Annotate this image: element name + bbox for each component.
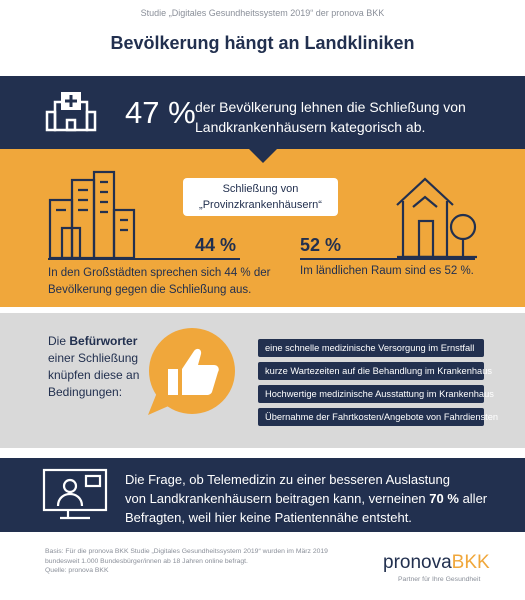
text-line: der Bevölkerung lehnen die Schließung vo… — [195, 99, 466, 115]
text-line: Bedingungen: — [48, 385, 123, 399]
headline-text: der Bevölkerung lehnen die Schließung vo… — [195, 97, 466, 137]
title: Bevölkerung hängt an Landkliniken — [110, 33, 415, 53]
monitor-icon — [42, 468, 108, 520]
source-line: Basis: Für die pronova BKK Studie „Digit… — [45, 548, 328, 555]
notch — [249, 149, 277, 163]
text-line: einer Schließung — [48, 351, 139, 365]
city-icon — [48, 170, 136, 260]
underline — [48, 258, 240, 260]
text-line: Bevölkerung gegen die Schließung aus. — [48, 284, 252, 296]
headline-value: 47 % — [125, 95, 196, 130]
underline — [300, 258, 475, 260]
text-line: knüpfen diese an — [48, 368, 140, 382]
city-text: In den Großstädten sprechen sich 44 % de… — [48, 265, 270, 299]
telemedicine-text: Die Frage, ob Telemedizin zu einer besse… — [125, 470, 487, 527]
tagline: Partner für Ihre Gesundheit — [398, 576, 481, 583]
comparison-band — [0, 149, 525, 307]
source: Basis: Für die pronova BKK Studie „Digit… — [45, 547, 328, 576]
label-line: Schließung von — [222, 183, 299, 195]
text-line: von Landkrankenhäusern beitragen kann, v… — [125, 489, 487, 508]
subtitle: Studie „Digitales Gesundheitssystem 2019… — [140, 8, 385, 18]
condition-item: Übernahme der Fahrtkosten/Angebote von F… — [258, 408, 498, 426]
source-line: bundesweit 1.000 Bundesbürger/innen ab 1… — [45, 557, 248, 565]
thumbs-up-icon — [148, 328, 235, 415]
logo-text: pronova — [383, 552, 452, 573]
condition-item: Hochwertige medizinische Ausstattung im … — [258, 385, 494, 403]
logo-text: BKK — [451, 552, 490, 573]
condition-item: eine schnelle medizinische Versorgung im… — [258, 339, 484, 357]
logo: pronovaBKK — [383, 552, 490, 574]
text-line: In den Großstädten sprechen sich 44 % de… — [48, 267, 271, 279]
source-line: Quelle: pronova BKK — [45, 567, 109, 574]
city-value: 44 % — [195, 235, 237, 255]
text: Die — [48, 334, 67, 348]
bold-text: 70 % — [429, 491, 459, 506]
conditions-intro: Die Befürworter einer Schließung knüpfen… — [48, 333, 139, 401]
text-line: Die Befürworter — [48, 333, 139, 350]
hospital-icon — [45, 92, 97, 132]
text: von Landkrankenhäusern beitragen kann, v… — [125, 491, 426, 506]
label-line: „Provinzkrankenhäusern“ — [199, 199, 322, 211]
text-line: Befragten, weil hier keine Patientennähe… — [125, 510, 412, 525]
house-icon — [396, 177, 477, 259]
bold-text: Befürworter — [69, 334, 138, 348]
text: aller — [462, 491, 488, 506]
rural-value: 52 % — [300, 235, 342, 255]
rural-text: Im ländlichen Raum sind es 52 %. — [300, 265, 474, 277]
label-box: Schließung von „Provinzkrankenhäusern“ — [183, 178, 338, 216]
condition-item: kurze Wartezeiten auf die Behandlung im … — [258, 362, 492, 380]
text-line: Die Frage, ob Telemedizin zu einer besse… — [125, 472, 450, 487]
text-line: Landkrankenhäusern kategorisch ab. — [195, 119, 426, 135]
